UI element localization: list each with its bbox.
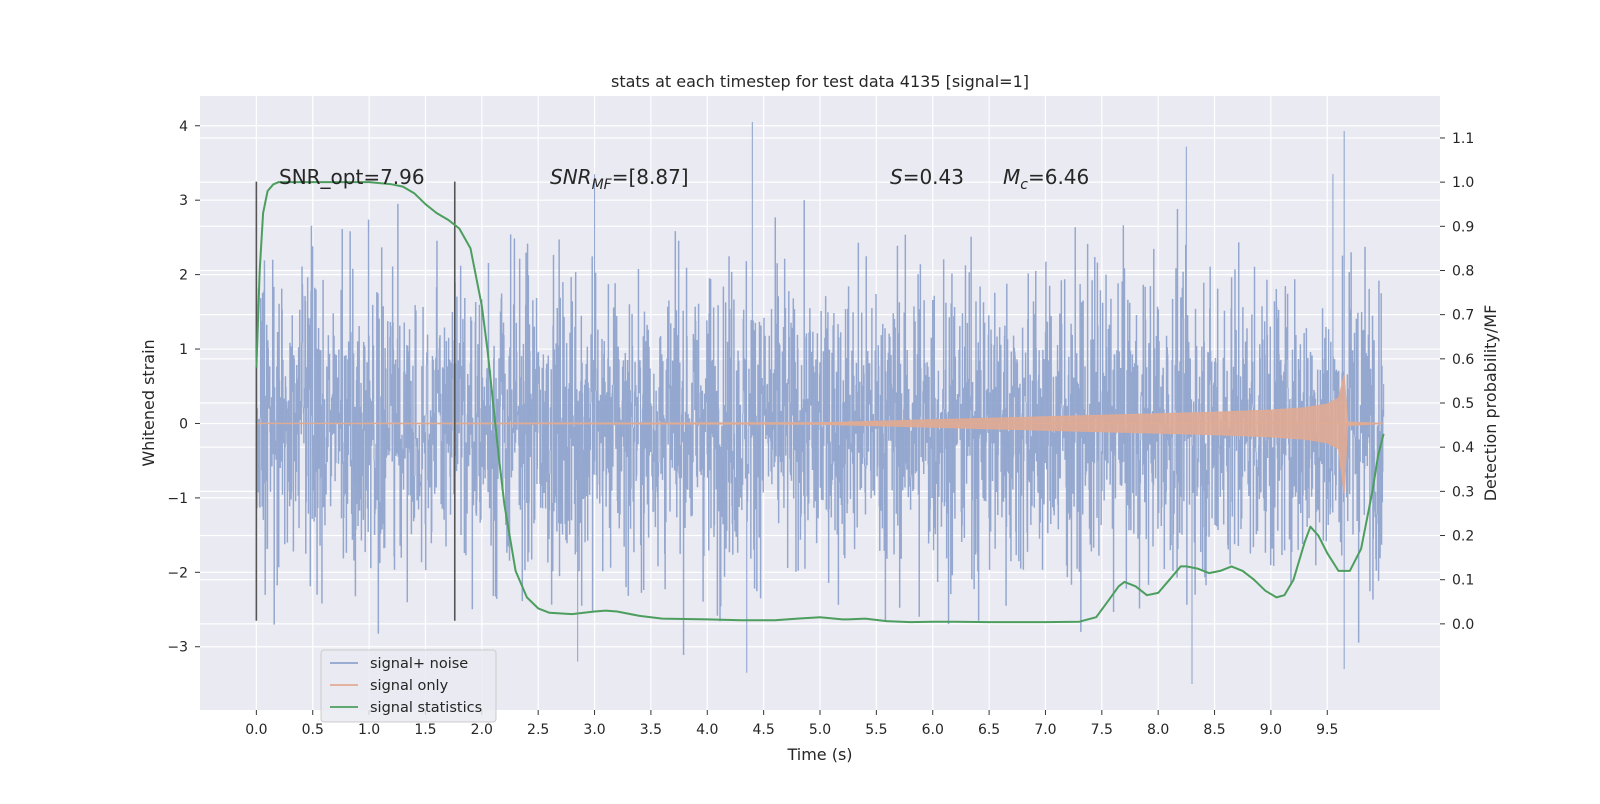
y-right-tick-label: 0.9 [1452, 219, 1474, 235]
mc-sub: c [1020, 177, 1028, 193]
y-axis-label-left: Whitened strain [139, 339, 158, 466]
x-tick-label: 6.5 [978, 722, 1000, 738]
x-tick-label: 7.5 [1091, 722, 1113, 738]
annotation-s: S=0.43 [890, 165, 964, 189]
x-tick-label: 5.5 [865, 722, 887, 738]
chart-title: stats at each timestep for test data 413… [611, 72, 1029, 91]
annotation-snr-mf: SNRMF=[8.87] [550, 165, 689, 193]
signal-statistics-series [255, 181, 1385, 624]
y-right-tick-label: 1.0 [1452, 175, 1474, 191]
x-tick-label: 7.0 [1034, 722, 1056, 738]
y-right-tick-label: 0.1 [1452, 573, 1474, 589]
y-right-tick-label: 0.2 [1452, 529, 1474, 545]
legend: signal+ noise signal only signal statist… [320, 649, 497, 723]
y-left-tick-label: 1 [179, 342, 188, 358]
mc-value: =6.46 [1028, 165, 1089, 189]
y-right-tick-label: 0.4 [1452, 440, 1474, 456]
y-left-tick-label: 3 [179, 193, 188, 209]
x-tick-label: 4.0 [696, 722, 718, 738]
y-left-tick-label: −1 [167, 491, 188, 507]
y-right-tick-label: 0.7 [1452, 308, 1474, 324]
snr-mf-sub: MF [592, 177, 613, 193]
y-left-tick-label: 2 [179, 268, 188, 284]
x-tick-label: 0.0 [245, 722, 267, 738]
x-tick-label: 5.0 [809, 722, 831, 738]
snr-mf-value: =[8.87] [612, 165, 689, 189]
x-tick-label: 4.5 [753, 722, 775, 738]
x-tick-label: 0.5 [302, 722, 324, 738]
y-left-tick-label: 4 [179, 119, 188, 135]
signal-statistics-line [255, 181, 1385, 624]
annotation-mc: Mc=6.46 [1003, 165, 1089, 193]
annotation-snr-opt: SNR_opt=7.96 [279, 165, 425, 189]
y-axis-label-right: Detection probability/MF [1481, 305, 1500, 502]
y-left-tick-label: −2 [167, 565, 188, 581]
x-tick-label: 9.5 [1316, 722, 1338, 738]
detection-window-lines [255, 181, 456, 621]
mc-main: M [1003, 165, 1020, 189]
x-tick-label: 8.5 [1203, 722, 1225, 738]
x-tick-label: 3.0 [583, 722, 605, 738]
x-tick-label: 2.0 [471, 722, 493, 738]
x-tick-label: 1.5 [414, 722, 436, 738]
x-tick-label: 1.0 [358, 722, 380, 738]
legend-box [320, 649, 497, 723]
s-main: S [890, 165, 903, 189]
x-axis-label: Time (s) [786, 745, 852, 764]
y-right-tick-label: 0.8 [1452, 263, 1474, 279]
x-tick-label: 2.5 [527, 722, 549, 738]
s-value: =0.43 [903, 165, 964, 189]
legend-label-signal-statistics: signal statistics [370, 700, 482, 716]
x-tick-label: 8.0 [1147, 722, 1169, 738]
y-right-tick-label: 0.5 [1452, 396, 1474, 412]
x-tick-label: 9.0 [1260, 722, 1282, 738]
y-right-tick-label: 1.1 [1452, 131, 1474, 147]
y-right-tick-label: 0.0 [1452, 617, 1474, 633]
y-right-tick-label: 0.3 [1452, 484, 1474, 500]
legend-label-signal-noise: signal+ noise [370, 656, 468, 672]
x-tick-label: 3.5 [640, 722, 662, 738]
y-left-tick-label: −3 [167, 640, 188, 656]
x-tick-label: 6.0 [922, 722, 944, 738]
y-left-tick-label: 0 [179, 416, 188, 432]
snr-mf-main: SNR [550, 165, 592, 189]
y-right-tick-label: 0.6 [1452, 352, 1474, 368]
signal-only-series [256, 374, 1384, 494]
legend-label-signal-only: signal only [370, 678, 449, 694]
ticks: 0.0 0.5 1.0 1.5 2.0 2.5 3.0 3.5 4.0 4.5 5.0 5.5 6.0 6… [167, 119, 1474, 738]
